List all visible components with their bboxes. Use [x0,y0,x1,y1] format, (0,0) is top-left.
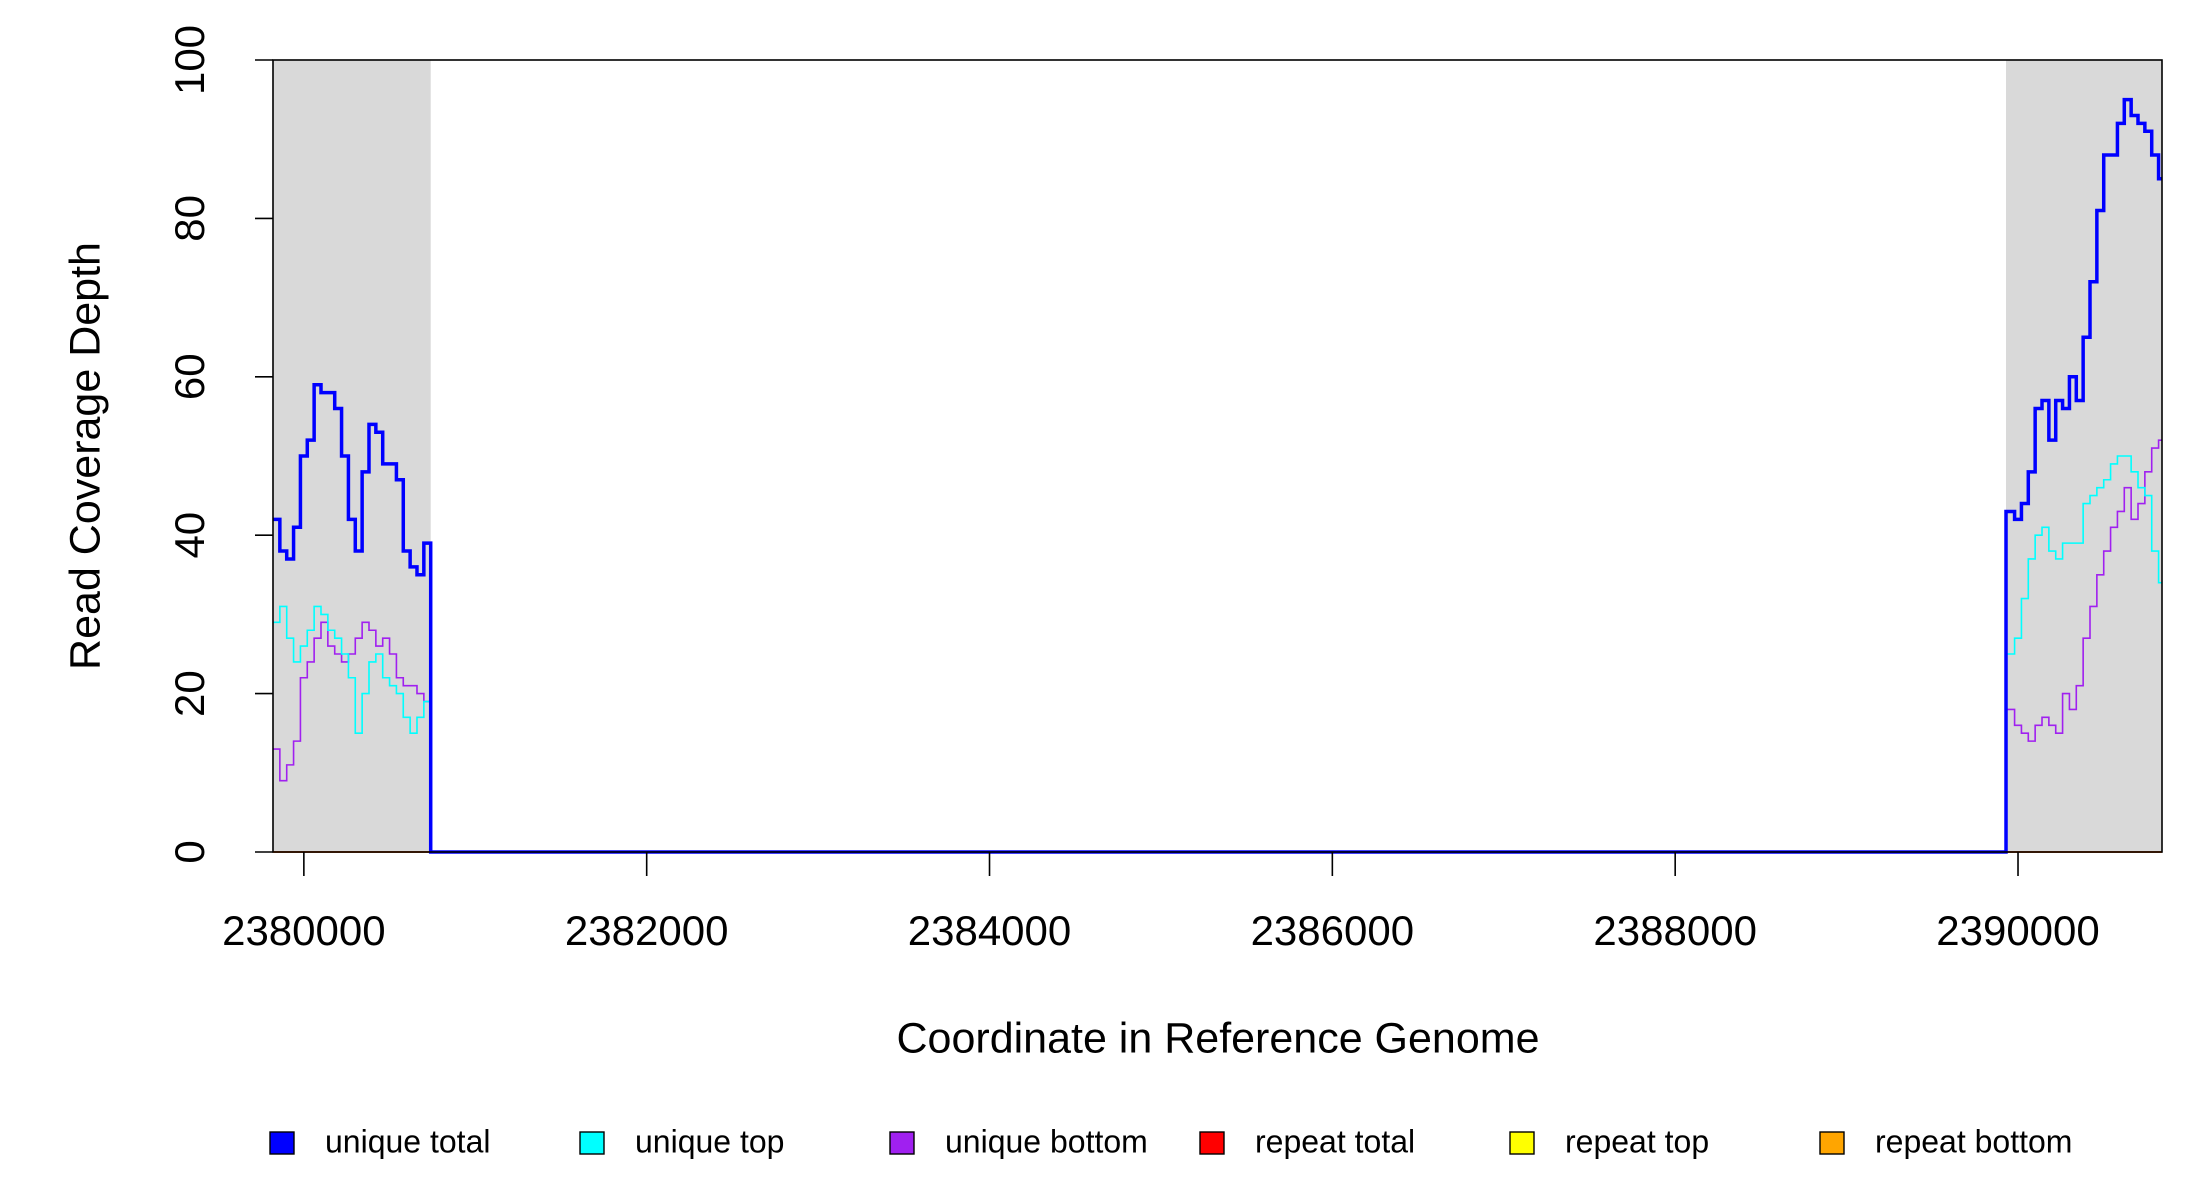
y-tick-label: 40 [166,512,213,559]
series-line [273,97,2162,854]
x-tick-label: 2388000 [1593,907,1757,954]
legend-text: unique bottom [945,1123,1148,1159]
x-tick-label: 2390000 [1936,907,2100,954]
legend-text: repeat total [1255,1123,1415,1159]
legend-text: repeat top [1565,1123,1709,1159]
legend-text: repeat bottom [1875,1123,2072,1159]
shaded-region [273,60,431,852]
series-line [273,455,2162,853]
x-axis-label: Coordinate in Reference Genome [897,1014,1540,1062]
y-tick-label: 60 [166,353,213,400]
y-tick-label: 100 [166,25,213,95]
legend-swatch [1509,1131,1535,1155]
x-tick-label: 2380000 [222,907,386,954]
legend-swatch [889,1131,915,1155]
series-line [273,439,2162,853]
shaded-region [2006,60,2162,852]
legend-swatch [269,1131,295,1155]
y-tick-label: 80 [166,195,213,242]
legend-swatch [1819,1131,1845,1155]
y-tick-label: 20 [166,670,213,717]
legend-text: unique top [635,1123,784,1159]
legend-swatch [1199,1131,1225,1155]
legend-text: unique total [325,1123,490,1159]
y-axis-label: Read Coverage Depth [61,242,109,670]
plot-frame [272,59,2163,853]
x-tick-label: 2384000 [908,907,1072,954]
y-tick-label: 0 [166,840,213,863]
x-tick-label: 2386000 [1251,907,1415,954]
x-tick-label: 2382000 [565,907,729,954]
legend-swatch [579,1131,605,1155]
